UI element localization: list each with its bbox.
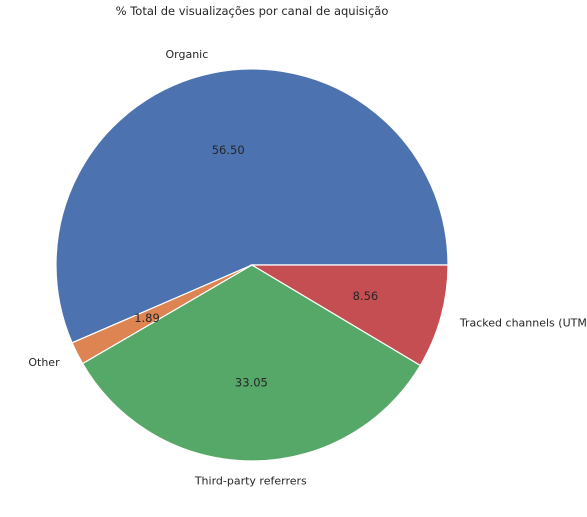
slice-label-tracked-channels-utm: Tracked channels (UTM) <box>459 316 587 329</box>
pie-slice-tracked-channels-utm <box>249 264 449 367</box>
slice-label-organic: Organic <box>166 48 209 61</box>
pie-labels: Organic 56.50 Other 1.89 Third-party referre… <box>28 48 587 488</box>
pct-label-other: 1.89 <box>134 311 160 325</box>
slice-label-third-party-referrers: Third-party referrers <box>194 475 307 488</box>
pie-slice-third-party-referrers <box>81 264 422 462</box>
pie-slice-organic <box>55 68 449 344</box>
slice-label-other: Other <box>28 356 60 369</box>
pct-label-organic: 56.50 <box>212 143 245 157</box>
pct-label-third-party-referrers: 33.05 <box>235 376 268 390</box>
pie-slices <box>55 68 449 462</box>
chart-title: % Total de visualizações por canal de aq… <box>116 4 389 18</box>
pct-label-tracked-channels-utm: 8.56 <box>353 289 379 303</box>
